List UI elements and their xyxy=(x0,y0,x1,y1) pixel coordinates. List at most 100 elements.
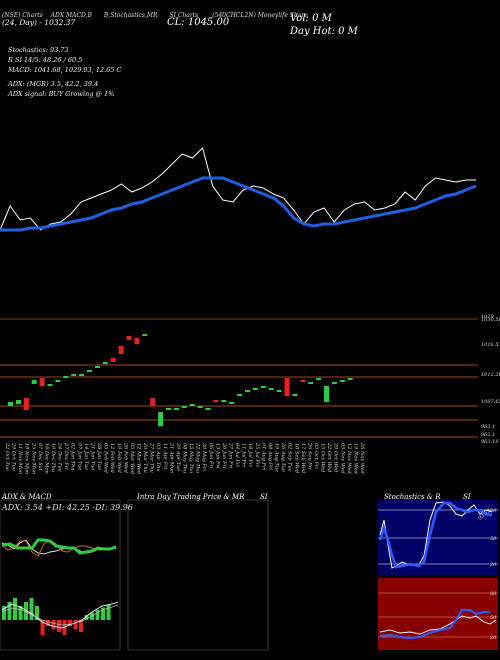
date-tick-label: 26 Aug Tue xyxy=(280,442,286,472)
date-tick-label: 26 Sep Fri xyxy=(306,442,312,470)
candle xyxy=(316,378,322,380)
candle xyxy=(300,380,306,382)
candle xyxy=(213,400,219,402)
price-axis-label: 1030.50 xyxy=(481,317,500,323)
candle xyxy=(221,400,227,402)
candle xyxy=(339,380,345,382)
macd-bar xyxy=(24,602,28,620)
date-tick-label: 08 May Thu xyxy=(182,443,188,473)
date-tick-label: 05 Feb Wed xyxy=(103,443,109,473)
adx-signal-text: ADX signal: BUY Growing @ 1% xyxy=(8,90,115,98)
stoch-level-label: 20 xyxy=(489,562,497,568)
candle xyxy=(166,408,171,410)
adx-line xyxy=(1,538,117,555)
candle xyxy=(110,358,116,362)
adx-values: ADX: 3.54 +DI: 42.25 -DI: 39.96 xyxy=(2,503,133,512)
macd-bar xyxy=(95,610,100,620)
date-tick-label: 17 Sep Wed xyxy=(300,443,306,473)
candle xyxy=(102,362,108,364)
price-line xyxy=(0,147,476,231)
candle xyxy=(55,380,61,382)
candle xyxy=(23,398,29,410)
macd-bar xyxy=(29,598,34,620)
macd-bar xyxy=(2,606,6,620)
candle xyxy=(158,412,164,426)
date-tick-label: 28 Jan Tue xyxy=(96,442,102,470)
candle xyxy=(63,376,69,378)
date-tick-label: 05 Mar Wed xyxy=(129,443,135,474)
candle xyxy=(134,338,140,344)
candle xyxy=(189,404,195,406)
header-c3: B,Stochastics,MR xyxy=(103,12,158,19)
stoch-title: Stochastics & R xyxy=(384,493,441,501)
date-tick-label: 22 Oct Wed xyxy=(326,442,332,472)
candle xyxy=(94,366,100,368)
candle xyxy=(237,394,243,396)
header-c5: (540CHCL2N) Moneylife Share xyxy=(212,12,308,19)
candle xyxy=(347,378,353,380)
date-tick-label: 22 May Thu xyxy=(195,442,201,473)
date-tick-label: 20 Jun Fri xyxy=(221,442,227,469)
close-price: CL: 1045.00 xyxy=(167,17,230,28)
candlestick-chart xyxy=(8,334,353,426)
ema-line xyxy=(0,176,477,232)
date-tick-label: 29 Apr Tue xyxy=(175,442,181,471)
price-axis-label: 1012.26 xyxy=(481,372,500,378)
date-tick-label: 27 Dec Fri xyxy=(63,442,69,470)
date-tick-label: 25 Jul Fri xyxy=(254,442,260,467)
price-line-chart xyxy=(0,147,477,232)
price-axis-label: 962.1 xyxy=(481,432,495,438)
rsi-text: R SI 14/5: 48.26 / 60.5 xyxy=(8,56,83,64)
candle xyxy=(8,402,13,406)
stoch-level-label: 80 xyxy=(490,508,497,514)
stochastics-text: Stochastics: 93.73 xyxy=(8,46,69,54)
macd-bar xyxy=(106,605,111,620)
candle xyxy=(252,388,258,390)
macd-bar xyxy=(68,620,72,626)
level-lines xyxy=(0,318,478,438)
date-tick-label: 12 Mar Wed xyxy=(135,443,141,474)
date-tick-label: 30 May Fri xyxy=(201,443,207,471)
macd-bar xyxy=(101,607,105,620)
date-tick-label: 15 Oct Wed xyxy=(320,443,326,472)
candle xyxy=(268,388,274,390)
candle xyxy=(79,374,85,376)
date-tick-label: 24 Dec Tue xyxy=(57,442,63,472)
date-tick-label: 25 Nov Mon xyxy=(30,442,36,474)
intra-day-panel-frame xyxy=(127,499,269,651)
rsi-line xyxy=(379,615,497,635)
stoch-suffix: SI xyxy=(463,493,471,501)
stochastics-panel-bg xyxy=(378,500,498,575)
macd-bar xyxy=(40,620,45,635)
header-c1: (NSE) Charts xyxy=(2,12,43,19)
price-axis-label: 962.1 xyxy=(481,424,495,430)
date-tick-label: 08 Aug Fri xyxy=(267,443,273,470)
rsi-level-label: 80 xyxy=(490,591,497,597)
candle xyxy=(15,400,21,404)
price-axis-label: 1029 xyxy=(481,314,495,320)
date-tick-label: 21 Apr Mon xyxy=(168,442,174,473)
candle xyxy=(308,382,314,384)
candle xyxy=(331,382,337,384)
date-tick-label: 27 Mar Thu xyxy=(149,442,155,473)
macd-bar xyxy=(73,620,78,629)
adx-text: ADX: (MGR) 3.5, 42.2, 39.4 xyxy=(8,80,99,88)
day-hot: Day Hot: 0 M xyxy=(290,26,358,37)
macd-bar xyxy=(79,620,83,632)
stoch-level-labels: 80 50 20 xyxy=(489,508,497,568)
macd-bar xyxy=(7,602,12,620)
rsi-level-labels: 80 50 20 xyxy=(489,591,497,641)
candle xyxy=(197,406,203,408)
date-tick-label: 15 May Thu xyxy=(188,443,194,473)
date-tick-label: 04 Jul Fri xyxy=(234,443,240,467)
candle xyxy=(142,334,148,336)
date-tick-label: 11 Apr Fri xyxy=(162,443,168,470)
date-tick-label: 19 Aug Tue xyxy=(274,443,280,472)
macd-bar xyxy=(35,606,39,620)
date-tick-label: 21 Jan Tue xyxy=(89,442,95,470)
prev-close: (24, Day) - 1032.37 xyxy=(2,18,76,27)
date-tick-label: 19 Feb Wed xyxy=(116,443,122,473)
